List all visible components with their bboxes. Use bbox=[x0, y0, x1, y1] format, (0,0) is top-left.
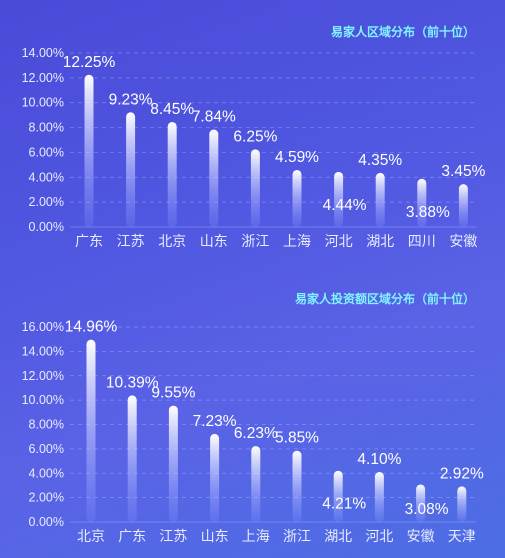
data-label: 6.25% bbox=[233, 128, 277, 145]
x-tick-label: 北京 bbox=[158, 233, 186, 249]
y-tick-label: 4.00% bbox=[29, 466, 64, 480]
y-tick-label: 0.00% bbox=[29, 220, 64, 234]
bar bbox=[126, 112, 136, 227]
data-label: 5.85% bbox=[275, 430, 319, 447]
bar bbox=[84, 74, 94, 227]
x-tick-label: 山东 bbox=[200, 233, 228, 249]
bar bbox=[375, 172, 385, 227]
y-tick-label: 6.00% bbox=[29, 442, 64, 456]
x-tick-label: 北京 bbox=[77, 528, 105, 544]
x-tick-label: 广东 bbox=[75, 233, 103, 249]
data-label: 6.23% bbox=[234, 425, 278, 442]
data-label: 10.39% bbox=[106, 374, 159, 391]
data-label: 8.45% bbox=[150, 101, 194, 118]
bar bbox=[86, 339, 96, 522]
x-tick-label: 四川 bbox=[408, 233, 436, 249]
bar bbox=[292, 450, 302, 522]
x-tick-label: 安徽 bbox=[407, 528, 435, 544]
bar bbox=[374, 472, 384, 522]
chart-1-x-tick-labels: 广东 江苏 北京 山东 浙江 上海 河北 湖北 四川 安徽 bbox=[75, 233, 477, 249]
x-tick-label: 江苏 bbox=[159, 528, 187, 544]
bar bbox=[457, 486, 467, 522]
x-tick-label: 山东 bbox=[201, 528, 229, 544]
chart-2-value-labels: 14.96% 10.39%9.55% 7.23%6.23%5.85% 4.21% 4.1… bbox=[65, 319, 484, 518]
bar bbox=[209, 129, 219, 227]
chart-1: 易家人区域分布（前十位） 0.00% 2.00% 4.00% 6.00% 8.00% 10… bbox=[22, 24, 486, 249]
y-tick-label: 8.00% bbox=[29, 121, 64, 135]
x-tick-label: 广东 bbox=[118, 528, 146, 544]
y-tick-label: 14.00% bbox=[22, 46, 64, 60]
x-tick-label: 浙江 bbox=[241, 233, 269, 249]
x-tick-label: 江苏 bbox=[117, 233, 145, 249]
y-tick-label: 10.00% bbox=[22, 393, 64, 407]
y-tick-label: 10.00% bbox=[22, 96, 64, 110]
x-tick-label: 湖北 bbox=[366, 233, 394, 249]
chart-2-gridlines bbox=[70, 326, 476, 523]
data-label: 4.35% bbox=[358, 152, 402, 169]
y-tick-label: 2.00% bbox=[29, 195, 64, 209]
chart-2-x-tick-labels: 北京 广东 江苏 山东 上海 浙江 湖北 河北 安徽 天津 bbox=[77, 528, 476, 544]
chart-2-title: 易家人投资额区域分布（前十位） bbox=[295, 291, 475, 306]
chart-2: 易家人投资额区域分布（前十位） 0.00% 2.00% 4.00% 6.00% 8.00… bbox=[22, 291, 484, 544]
bar bbox=[250, 149, 260, 227]
chart-2-y-tick-labels: 0.00% 2.00% 4.00% 6.00% 8.00% 10.00% 12.00% 14.… bbox=[22, 320, 64, 529]
chart-1-title: 易家人区域分布（前十位） bbox=[331, 24, 475, 39]
data-label: 14.96% bbox=[65, 319, 118, 336]
data-label: 4.10% bbox=[357, 451, 401, 468]
x-tick-label: 安徽 bbox=[449, 233, 477, 249]
bar bbox=[334, 171, 344, 227]
bar bbox=[417, 178, 427, 227]
x-tick-label: 天津 bbox=[448, 528, 476, 544]
data-label: 4.44% bbox=[323, 197, 367, 214]
bar bbox=[168, 405, 178, 522]
x-tick-label: 湖北 bbox=[324, 528, 352, 544]
data-label: 9.23% bbox=[109, 91, 153, 108]
data-label: 3.08% bbox=[405, 501, 449, 518]
x-tick-label: 河北 bbox=[365, 528, 393, 544]
data-label: 12.25% bbox=[63, 54, 116, 71]
y-tick-label: 2.00% bbox=[29, 491, 64, 505]
chart-1-gridlines bbox=[70, 52, 476, 228]
data-label: 3.45% bbox=[441, 163, 485, 180]
data-label: 7.23% bbox=[193, 413, 237, 430]
bar bbox=[292, 169, 302, 227]
y-tick-label: 6.00% bbox=[29, 145, 64, 159]
x-tick-label: 浙江 bbox=[283, 528, 311, 544]
bar bbox=[458, 184, 468, 227]
bar bbox=[127, 395, 137, 522]
data-label: 7.84% bbox=[192, 109, 236, 126]
y-tick-label: 12.00% bbox=[22, 369, 64, 383]
bar bbox=[333, 470, 343, 522]
y-tick-label: 16.00% bbox=[22, 320, 64, 334]
data-label: 4.21% bbox=[322, 496, 366, 513]
y-tick-label: 8.00% bbox=[29, 418, 64, 432]
bar bbox=[210, 433, 220, 522]
bar bbox=[251, 446, 261, 522]
chart-1-bars bbox=[84, 74, 468, 227]
bar bbox=[416, 484, 426, 522]
chart-1-y-tick-labels: 0.00% 2.00% 4.00% 6.00% 8.00% 10.00% 12.00% 14.… bbox=[22, 46, 64, 234]
bar bbox=[167, 121, 177, 227]
chart-1-value-labels: 12.25% 9.23%8.45%7.84% 6.25% 4.59% 4.44% 4.35… bbox=[63, 54, 486, 221]
data-label: 9.55% bbox=[151, 385, 195, 402]
y-tick-label: 14.00% bbox=[22, 344, 64, 358]
x-tick-label: 上海 bbox=[283, 233, 311, 249]
data-label: 4.59% bbox=[275, 149, 319, 166]
y-tick-label: 4.00% bbox=[29, 170, 64, 184]
data-label: 2.92% bbox=[440, 465, 484, 482]
y-tick-label: 0.00% bbox=[29, 515, 64, 529]
data-label: 3.88% bbox=[406, 204, 450, 221]
x-tick-label: 河北 bbox=[325, 233, 353, 249]
y-tick-label: 12.00% bbox=[22, 71, 64, 85]
x-tick-label: 上海 bbox=[242, 528, 270, 544]
chart-2-bars bbox=[86, 339, 467, 522]
